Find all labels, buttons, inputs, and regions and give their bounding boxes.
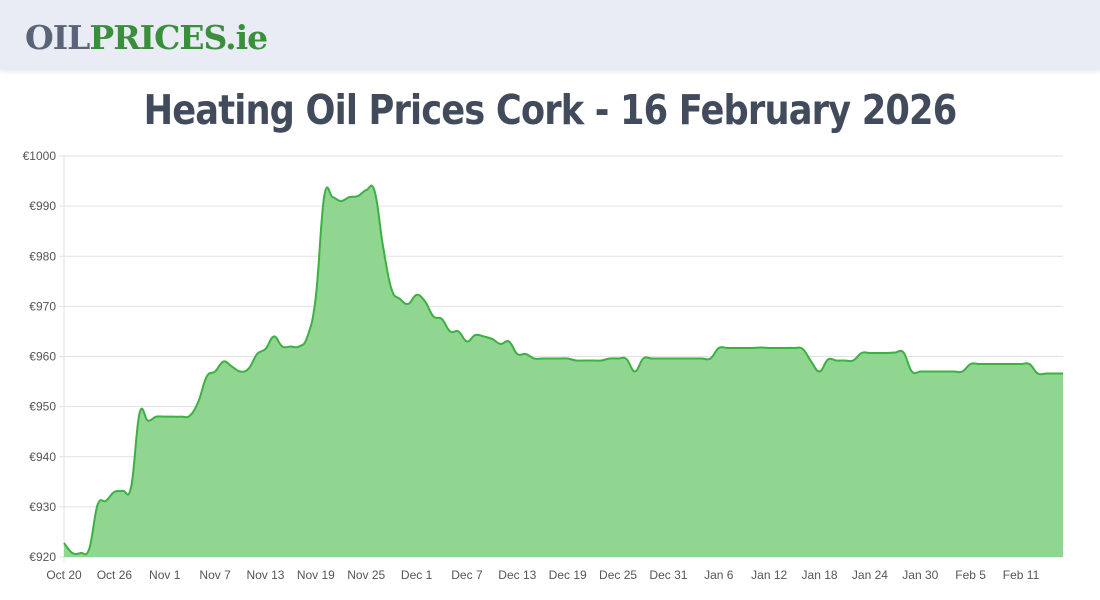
- y-tick-label: €940: [29, 450, 56, 464]
- x-tick-label: Nov 25: [347, 568, 385, 582]
- x-tick-label: Nov 7: [199, 568, 231, 582]
- site-header: OILPRICES.ie: [0, 0, 1100, 70]
- y-tick-label: €980: [29, 249, 56, 263]
- x-axis: Oct 20 Oct 26 Nov 1 Nov 7 Nov 13 Nov 19 Nov 25…: [46, 568, 1039, 582]
- x-tick-label: Feb 5: [955, 568, 986, 582]
- x-tick-label: Dec 25: [599, 568, 637, 582]
- y-tick-label: €970: [29, 299, 56, 313]
- x-tick-label: Oct 26: [97, 568, 133, 582]
- y-tick-label: €960: [29, 350, 56, 364]
- x-tick-label: Jan 30: [902, 568, 938, 582]
- x-tick-label: Feb 11: [1003, 568, 1040, 582]
- x-tick-label: Dec 1: [401, 568, 433, 582]
- price-area: [64, 185, 1063, 557]
- x-tick-label: Jan 24: [852, 568, 888, 582]
- site-logo[interactable]: OILPRICES.ie: [25, 18, 268, 58]
- x-tick-label: Jan 18: [802, 568, 838, 582]
- x-tick-label: Jan 12: [751, 568, 787, 582]
- logo-prices-text: PRICES.ie: [89, 18, 268, 57]
- y-axis: €920 €930 €940 €950 €960 €970 €980 €990 €1000: [23, 149, 57, 564]
- x-tick-label: Nov 13: [246, 568, 284, 582]
- x-tick-label: Dec 31: [649, 568, 687, 582]
- x-tick-label: Dec 13: [498, 568, 536, 582]
- price-line: [63, 184, 1063, 556]
- x-tick-label: Dec 7: [451, 568, 483, 582]
- x-tick-label: Nov 1: [149, 568, 181, 582]
- y-tick-label: €1000: [23, 149, 57, 163]
- y-tick-label: €920: [29, 550, 56, 564]
- x-tick-label: Nov 19: [297, 568, 335, 582]
- x-tick-label: Oct 20: [46, 568, 82, 582]
- x-tick-label: Dec 19: [549, 568, 587, 582]
- price-chart: €920 €930 €940 €950 €960 €970 €980 €990 €1000 Oc…: [23, 149, 1063, 582]
- y-tick-label: €990: [29, 199, 56, 213]
- logo-oil-text: OIL: [25, 18, 90, 57]
- y-tick-label: €950: [29, 400, 56, 414]
- x-tick-label: Jan 6: [704, 568, 734, 582]
- y-tick-label: €930: [29, 500, 56, 514]
- page-title: Heating Oil Prices Cork - 16 February 20…: [143, 86, 958, 134]
